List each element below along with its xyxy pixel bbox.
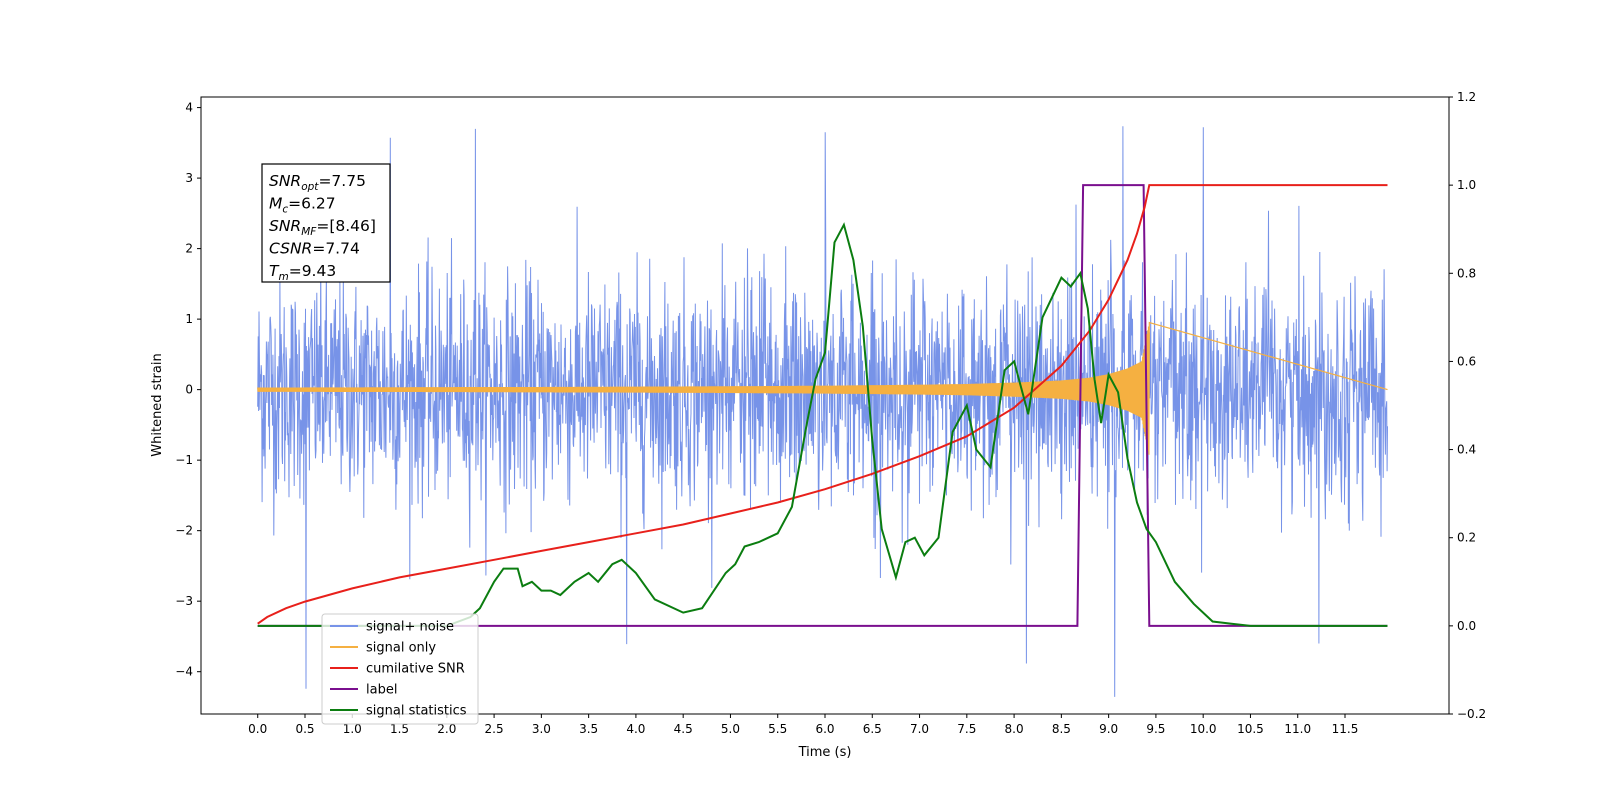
x-axis-label: Time (s) <box>798 745 852 760</box>
x-tick-label: 11.0 <box>1284 722 1311 736</box>
x-tick-label: 4.5 <box>674 722 693 736</box>
y2-tick-label: −0.2 <box>1457 707 1486 721</box>
annotation-value: =7.75 <box>318 172 366 190</box>
x-tick-label: 3.5 <box>579 722 598 736</box>
annotation-line: CSNR=7.74 <box>269 240 360 258</box>
x-tick-label: 4.0 <box>626 722 645 736</box>
y-axis-label: Whitened strain <box>150 353 165 456</box>
annotation-line: Mc=6.27 <box>269 195 336 216</box>
x-tick-label: 3.0 <box>532 722 551 736</box>
x-tick-label: 0.0 <box>248 722 267 736</box>
x-tick-label: 7.5 <box>957 722 976 736</box>
y2-tick-label: 0.0 <box>1457 619 1476 633</box>
cumulative-snr-line <box>257 184 1388 625</box>
x-tick-label: 5.0 <box>721 722 740 736</box>
annotation-symbol: T <box>269 262 280 280</box>
x-tick-label: 6.0 <box>815 722 834 736</box>
x-tick-label: 7.0 <box>910 722 929 736</box>
y-tick-label: 4 <box>185 101 193 115</box>
x-tick-label: 9.5 <box>1146 722 1165 736</box>
legend-label: cumilative SNR <box>366 662 465 677</box>
y-axis-right: −0.2 0.0 0.2 0.4 0.6 0.8 1.0 1.2 <box>1449 90 1486 721</box>
annotation-symbol: SNR <box>269 217 301 235</box>
y2-tick-label: 0.4 <box>1457 443 1476 457</box>
legend-label: signal only <box>366 641 436 656</box>
annotation-line: SNRopt=7.75 <box>269 172 366 193</box>
x-tick-label: 10.0 <box>1190 722 1217 736</box>
x-axis: 0.0 0.5 1.0 1.5 2.0 2.5 3.0 3.5 4.0 4.5 5.0 5.5 6.0 6… <box>248 714 1358 736</box>
y-tick-label: 0 <box>185 383 193 397</box>
x-tick-label: 5.5 <box>768 722 787 736</box>
annotation-line: SNRMF=[8.46] <box>269 217 376 238</box>
y-tick-label: 2 <box>185 242 193 256</box>
signal-plus-noise-line <box>257 126 1388 697</box>
y-tick-label: 3 <box>185 171 193 185</box>
y2-tick-label: 1.0 <box>1457 178 1476 192</box>
annotation-box: SNRopt=7.75Mc=6.27SNRMF=[8.46]CSNR=7.74T… <box>261 163 391 283</box>
annotation-value: =9.43 <box>289 262 337 280</box>
legend-label: label <box>366 683 397 698</box>
x-tick-label: 11.5 <box>1332 722 1359 736</box>
x-tick-label: 8.0 <box>1005 722 1024 736</box>
signal-statistics-line <box>257 222 1388 627</box>
x-tick-label: 9.0 <box>1099 722 1118 736</box>
annotation-subscript: c <box>282 204 288 216</box>
annotation-value: =6.27 <box>288 195 336 213</box>
legend-label: signal+ noise <box>366 620 454 635</box>
annotation-subscript: MF <box>301 226 317 238</box>
x-tick-label: 8.5 <box>1052 722 1071 736</box>
annotation-subscript: opt <box>301 181 319 193</box>
legend-label: signal statistics <box>366 704 467 719</box>
x-tick-label: 2.5 <box>485 722 504 736</box>
y2-tick-label: 0.6 <box>1457 354 1476 368</box>
y2-tick-label: 0.8 <box>1457 266 1476 280</box>
y-tick-label: −2 <box>175 524 193 538</box>
y-axis-left: −4 −3 −2 −1 0 1 2 3 4 <box>175 101 201 679</box>
y-tick-label: −4 <box>175 665 193 679</box>
y-tick-label: −3 <box>175 594 193 608</box>
y-tick-label: 1 <box>185 312 193 326</box>
y2-tick-label: 1.2 <box>1457 90 1476 104</box>
annotation-symbol: CSNR <box>269 240 312 258</box>
y2-tick-label: 0.2 <box>1457 531 1476 545</box>
x-tick-label: 6.5 <box>863 722 882 736</box>
legend: signal+ noise signal only cumilative SNR la… <box>321 613 479 725</box>
x-tick-label: 1.0 <box>343 722 362 736</box>
label-line <box>257 184 1388 627</box>
plot-series <box>257 126 1388 697</box>
annotation-subscript: m <box>278 271 288 283</box>
annotation-line: Tm=9.43 <box>269 262 336 283</box>
annotation-value: =[8.46] <box>316 217 376 235</box>
y-tick-label: −1 <box>175 453 193 467</box>
x-tick-label: 10.5 <box>1237 722 1264 736</box>
annotation-symbol: M <box>269 195 282 213</box>
x-tick-label: 0.5 <box>295 722 314 736</box>
annotation-symbol: SNR <box>269 172 301 190</box>
x-tick-label: 2.0 <box>437 722 456 736</box>
x-tick-label: 1.5 <box>390 722 409 736</box>
annotation-value: =7.74 <box>312 240 360 258</box>
